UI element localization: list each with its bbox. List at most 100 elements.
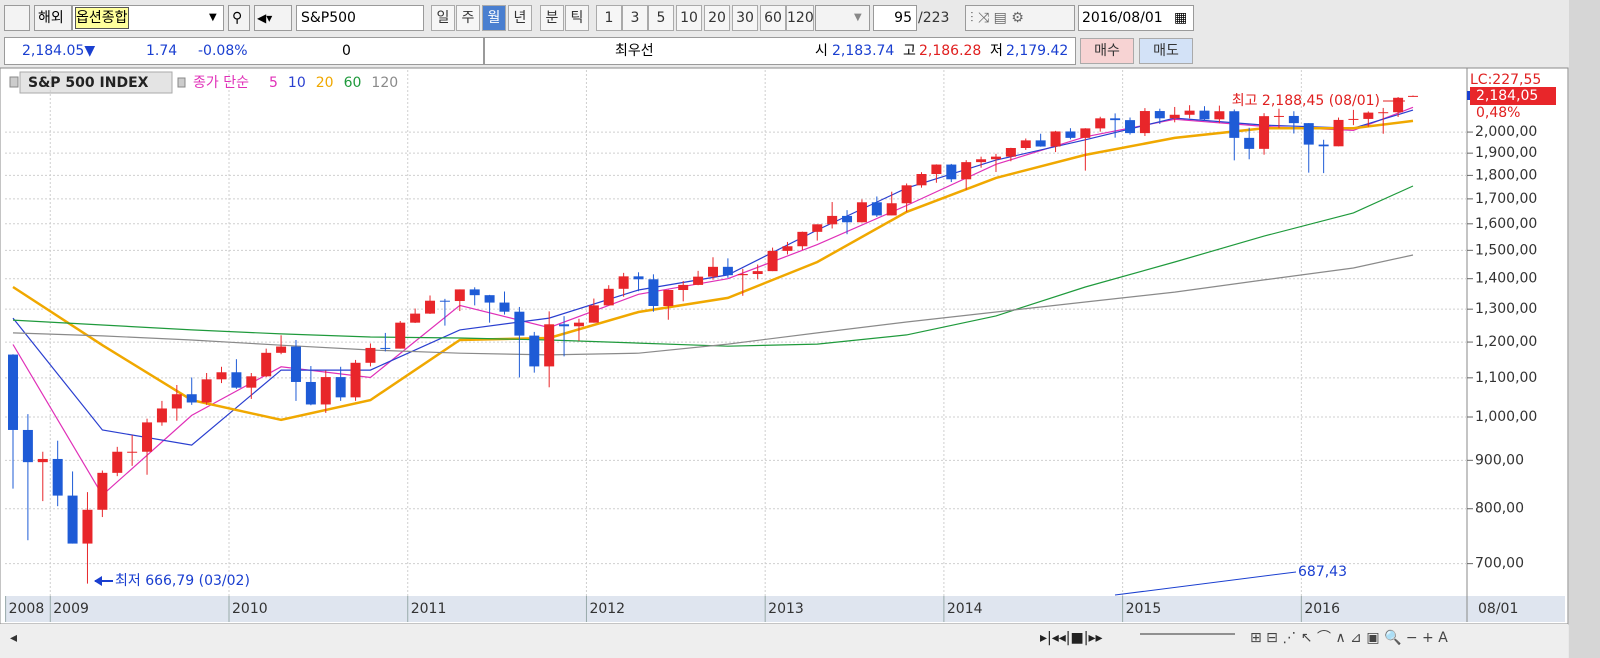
period-button[interactable]: 분	[540, 5, 564, 31]
candle-body	[365, 347, 376, 363]
x-tick-label: 2008	[9, 601, 45, 617]
candle-body	[708, 266, 718, 277]
period-button[interactable]: 1	[596, 5, 622, 31]
quote-type: 최우선	[615, 43, 654, 59]
candle-body	[246, 376, 257, 388]
period-button[interactable]: 주	[456, 5, 480, 31]
dropdown-arrow: ▼	[209, 12, 217, 23]
candle-body	[290, 346, 301, 382]
candle-body	[22, 429, 33, 463]
low: 2,179.42	[1006, 43, 1069, 59]
period-button[interactable]: 60	[760, 5, 786, 31]
candle-body	[1020, 140, 1031, 148]
y-tick-label: 1,800,00	[1475, 167, 1537, 183]
product-select[interactable]: 옵션종합 ▼	[72, 5, 224, 31]
sell-button[interactable]: 매도	[1139, 38, 1193, 64]
search-button[interactable]: ⚲	[228, 5, 250, 31]
period-button[interactable]: 월	[482, 5, 506, 31]
period-button[interactable]: 년	[508, 5, 532, 31]
candle-body	[186, 394, 197, 403]
icon: ⚲	[232, 10, 243, 26]
candle-body	[752, 271, 763, 275]
y-tick-label: 2,000,00	[1475, 124, 1537, 140]
period-button[interactable]: 30	[732, 5, 758, 31]
candle-body	[1244, 137, 1255, 149]
legend-entry: 120	[371, 75, 398, 91]
y-tick-label: 1,900,00	[1475, 145, 1537, 161]
count-input[interactable]: 95	[873, 5, 917, 31]
candle-body	[52, 458, 63, 496]
candle-body	[499, 302, 510, 312]
last-price: 2,184,05	[1476, 88, 1538, 104]
legend-icon	[177, 77, 186, 88]
market-button[interactable]: 해외	[34, 5, 72, 31]
scrollbar[interactable]	[0, 624, 1568, 658]
period-button[interactable]: 5	[648, 5, 674, 31]
candle-body	[97, 472, 108, 510]
x-tick-label: 2010	[232, 601, 268, 617]
candle-body	[782, 246, 793, 251]
rate: -0.08%	[198, 43, 248, 59]
period-button[interactable]: 일	[431, 5, 455, 31]
y-tick-label: 700,00	[1475, 556, 1524, 572]
y-tick-label: 1,100,00	[1475, 370, 1537, 386]
icon: ⫶ ⤨ ▤ ⚙	[970, 10, 1024, 26]
calendar-icon: ▦	[1174, 10, 1188, 26]
candle-body	[261, 352, 272, 377]
candle-body	[1288, 115, 1299, 124]
scroll-controls[interactable]: ▸|◂◂|■|▸▸	[1040, 630, 1103, 646]
candle-body	[1154, 111, 1165, 119]
candle-body	[1035, 140, 1046, 147]
chart-title: S&P 500 INDEX	[28, 75, 149, 91]
scroll-left[interactable]: ◂	[10, 630, 17, 646]
candle-body	[484, 295, 495, 303]
candle-body	[395, 322, 406, 349]
period-button[interactable]: 20	[704, 5, 730, 31]
period-button[interactable]: 120	[786, 5, 814, 31]
x-tick-label: 2015	[1126, 601, 1162, 617]
sound-button[interactable]: ◀▾	[254, 5, 292, 31]
candle-body	[901, 185, 912, 204]
symbol-input[interactable]: S&P500	[296, 5, 424, 31]
candle-body	[82, 509, 93, 544]
candle-body	[1259, 116, 1270, 149]
volume: 0	[342, 43, 351, 59]
low-annotation: 최저 666,79 (03/02)	[115, 573, 250, 589]
y-tick-label: 1,600,00	[1475, 216, 1537, 232]
x-axis-band	[5, 596, 1565, 622]
candle-body	[946, 164, 957, 180]
candle-body	[231, 372, 242, 388]
date-input[interactable]: 2016/08/01 ▦	[1078, 5, 1194, 31]
interval-select[interactable]: ▼	[815, 5, 870, 31]
candle-body	[1050, 131, 1061, 147]
y-tick-label: 1,200,00	[1475, 334, 1537, 350]
period-button[interactable]: 틱	[565, 5, 589, 31]
candle-body	[842, 215, 853, 223]
y-tick-label: 1,400,00	[1475, 271, 1537, 287]
candle-body	[990, 156, 1001, 160]
market: 해외	[38, 10, 64, 26]
menu-icon[interactable]	[4, 5, 30, 31]
candle-body	[544, 324, 555, 367]
candle-body	[737, 274, 748, 276]
period-button[interactable]: 10	[676, 5, 702, 31]
y-tick-label: 1,500,00	[1475, 242, 1537, 258]
tool-buttons[interactable]: ⫶ ⤨ ▤ ⚙	[965, 5, 1075, 31]
candle-body	[588, 305, 599, 323]
tool-icons[interactable]: ⊞ ⊟ ⋰ ↖ ⌒ ∧ ⊿ ▣ 🔍 − + A	[1250, 628, 1448, 646]
period-button[interactable]: 3	[622, 5, 648, 31]
candle-body	[1139, 111, 1150, 134]
icon: ◀▾	[257, 11, 273, 25]
candle-body	[976, 159, 987, 163]
candle-body	[722, 266, 733, 276]
dropdown-arrow: ▼	[854, 12, 862, 23]
candle-body	[469, 289, 480, 296]
candle-body	[559, 324, 570, 327]
buy-button[interactable]: 매수	[1080, 38, 1134, 64]
product: 옵션종합	[75, 7, 129, 29]
candle-body	[112, 451, 123, 473]
candle-body	[216, 372, 227, 380]
candle-body	[856, 202, 867, 223]
